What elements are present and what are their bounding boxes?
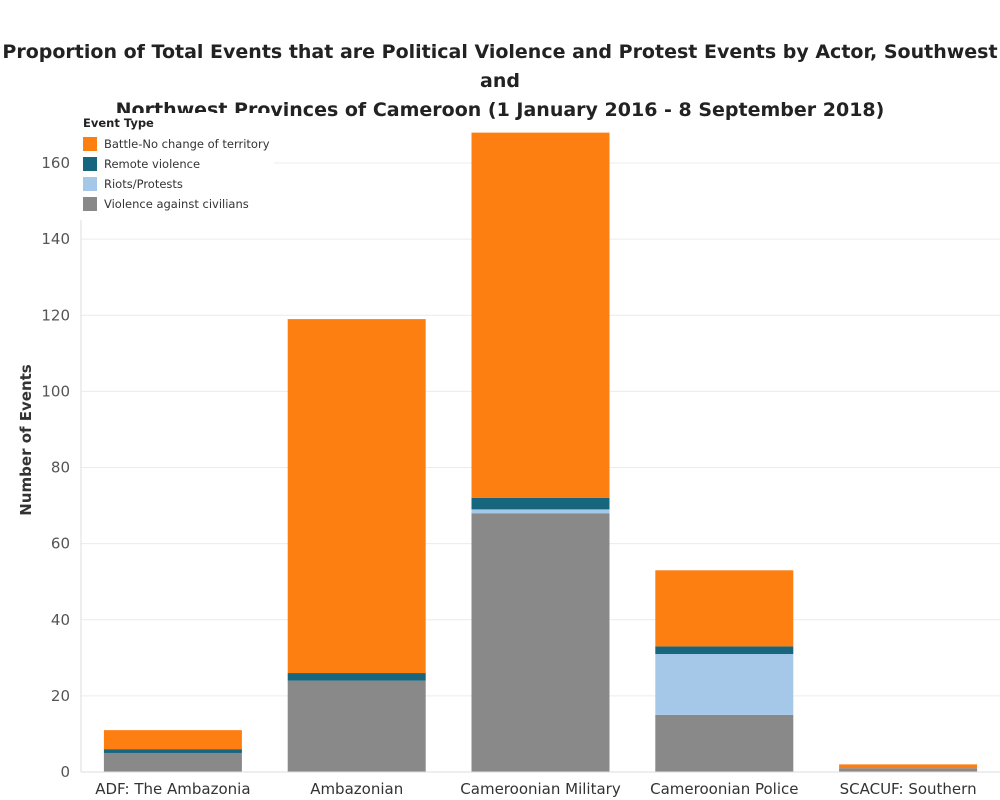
legend: Event Type Battle-No change of territory… bbox=[80, 113, 274, 220]
legend-item[interactable]: Remote violence bbox=[83, 154, 270, 174]
legend-item[interactable]: Battle-No change of territory bbox=[83, 134, 270, 154]
y-tick-label: 140 bbox=[41, 230, 70, 248]
legend-label: Violence against civilians bbox=[104, 197, 249, 211]
bar-segment[interactable] bbox=[471, 132, 610, 498]
legend-item[interactable]: Violence against civilians bbox=[83, 194, 270, 214]
legend-label: Riots/Protests bbox=[104, 177, 183, 191]
legend-label: Battle-No change of territory bbox=[104, 137, 270, 151]
bar-segment[interactable] bbox=[103, 749, 242, 753]
chart-title-line-2: Northwest Provinces of Cameroon (1 Janua… bbox=[115, 99, 885, 121]
bar-segment[interactable] bbox=[471, 513, 610, 772]
y-tick-label: 100 bbox=[41, 382, 70, 400]
bar-segment[interactable] bbox=[287, 680, 426, 772]
y-tick-label: 160 bbox=[41, 154, 70, 172]
bar-segment[interactable] bbox=[839, 764, 978, 769]
y-tick-label: 60 bbox=[51, 535, 70, 553]
x-tick-label: Cameroonian Police bbox=[650, 780, 798, 798]
x-tick-label: ADF: The Ambazonia bbox=[95, 780, 250, 798]
y-axis-ticks: 0 20 40 60 80 100 120 140 160 bbox=[41, 154, 70, 781]
bar-segment[interactable] bbox=[103, 730, 242, 750]
x-axis-ticks: ADF: The Ambazonia Ambazonian Cameroonian … bbox=[95, 780, 976, 798]
legend-swatch bbox=[83, 137, 97, 151]
x-tick-label: SCACUF: Southern bbox=[840, 780, 977, 798]
y-tick-label: 80 bbox=[51, 459, 70, 477]
legend-item[interactable]: Riots/Protests bbox=[83, 174, 270, 194]
bar-segment[interactable] bbox=[103, 752, 242, 772]
legend-swatch bbox=[83, 197, 97, 211]
y-tick-label: 0 bbox=[60, 763, 70, 781]
y-tick-label: 120 bbox=[41, 306, 70, 324]
bar-segment[interactable] bbox=[287, 319, 426, 674]
bar-segment[interactable] bbox=[287, 673, 426, 681]
legend-swatch bbox=[83, 157, 97, 171]
legend-title: Event Type bbox=[83, 116, 154, 130]
bar-segment[interactable] bbox=[655, 654, 794, 715]
bar-segment[interactable] bbox=[471, 509, 610, 514]
legend-swatch bbox=[83, 177, 97, 191]
bars bbox=[103, 132, 978, 772]
y-tick-label: 20 bbox=[51, 687, 70, 705]
bar-segment[interactable] bbox=[655, 714, 794, 772]
x-tick-label: Ambazonian bbox=[310, 780, 403, 798]
bar-segment[interactable] bbox=[655, 570, 794, 647]
chart-title: Proportion of Total Events that are Poli… bbox=[0, 38, 1000, 125]
bar-segment[interactable] bbox=[471, 497, 610, 510]
bar-segment[interactable] bbox=[839, 768, 978, 772]
legend-label: Remote violence bbox=[104, 157, 201, 171]
chart-title-line-1: Proportion of Total Events that are Poli… bbox=[2, 41, 998, 92]
y-tick-label: 40 bbox=[51, 611, 70, 629]
bar-segment[interactable] bbox=[655, 646, 794, 655]
legend-items: Battle-No change of territory Remote viol… bbox=[83, 134, 270, 214]
x-tick-label: Cameroonian Military bbox=[460, 780, 621, 798]
y-axis-label: Number of Events bbox=[17, 364, 35, 515]
